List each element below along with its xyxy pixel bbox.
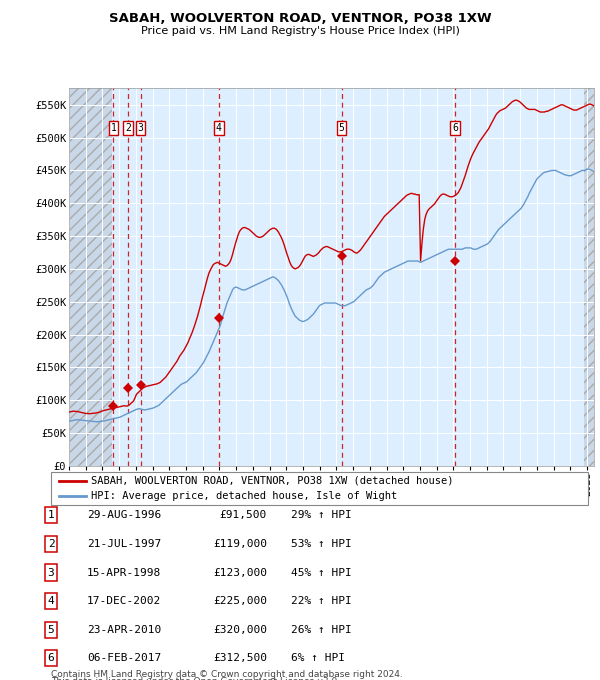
Text: 3: 3 [137, 123, 143, 133]
Bar [69, 88, 112, 466]
Text: SABAH, WOOLVERTON ROAD, VENTNOR, PO38 1XW (detached house): SABAH, WOOLVERTON ROAD, VENTNOR, PO38 1X… [91, 476, 454, 486]
Text: 4: 4 [216, 123, 221, 133]
Text: £123,000: £123,000 [213, 568, 267, 577]
Text: 23-APR-2010: 23-APR-2010 [87, 625, 161, 634]
Text: 4: 4 [47, 596, 55, 606]
Text: Price paid vs. HM Land Registry's House Price Index (HPI): Price paid vs. HM Land Registry's House … [140, 26, 460, 36]
Text: £225,000: £225,000 [213, 596, 267, 606]
Text: 5: 5 [338, 123, 344, 133]
Text: £312,500: £312,500 [213, 653, 267, 663]
Text: 6: 6 [452, 123, 458, 133]
Text: £320,000: £320,000 [213, 625, 267, 634]
Text: 2: 2 [47, 539, 55, 549]
Text: 2: 2 [125, 123, 131, 133]
Text: 21-JUL-1997: 21-JUL-1997 [87, 539, 161, 549]
Text: HPI: Average price, detached house, Isle of Wight: HPI: Average price, detached house, Isle… [91, 492, 398, 501]
Text: 45% ↑ HPI: 45% ↑ HPI [291, 568, 352, 577]
FancyBboxPatch shape [51, 472, 588, 505]
Text: 1: 1 [47, 510, 55, 520]
Text: 1: 1 [110, 123, 116, 133]
Text: 53% ↑ HPI: 53% ↑ HPI [291, 539, 352, 549]
Text: 17-DEC-2002: 17-DEC-2002 [87, 596, 161, 606]
Text: 06-FEB-2017: 06-FEB-2017 [87, 653, 161, 663]
Text: 15-APR-1998: 15-APR-1998 [87, 568, 161, 577]
Text: 6% ↑ HPI: 6% ↑ HPI [291, 653, 345, 663]
Text: 22% ↑ HPI: 22% ↑ HPI [291, 596, 352, 606]
Text: 29-AUG-1996: 29-AUG-1996 [87, 510, 161, 520]
Bar [584, 88, 594, 466]
Text: 3: 3 [47, 568, 55, 577]
Text: £91,500: £91,500 [220, 510, 267, 520]
Text: SABAH, WOOLVERTON ROAD, VENTNOR, PO38 1XW: SABAH, WOOLVERTON ROAD, VENTNOR, PO38 1X… [109, 12, 491, 25]
Text: Contains HM Land Registry data © Crown copyright and database right 2024.: Contains HM Land Registry data © Crown c… [51, 670, 403, 679]
Text: £119,000: £119,000 [213, 539, 267, 549]
Text: 29% ↑ HPI: 29% ↑ HPI [291, 510, 352, 520]
Text: 6: 6 [47, 653, 55, 663]
Text: 5: 5 [47, 625, 55, 634]
Text: This data is licensed under the Open Government Licence v3.0.: This data is licensed under the Open Gov… [51, 677, 340, 680]
Text: 26% ↑ HPI: 26% ↑ HPI [291, 625, 352, 634]
